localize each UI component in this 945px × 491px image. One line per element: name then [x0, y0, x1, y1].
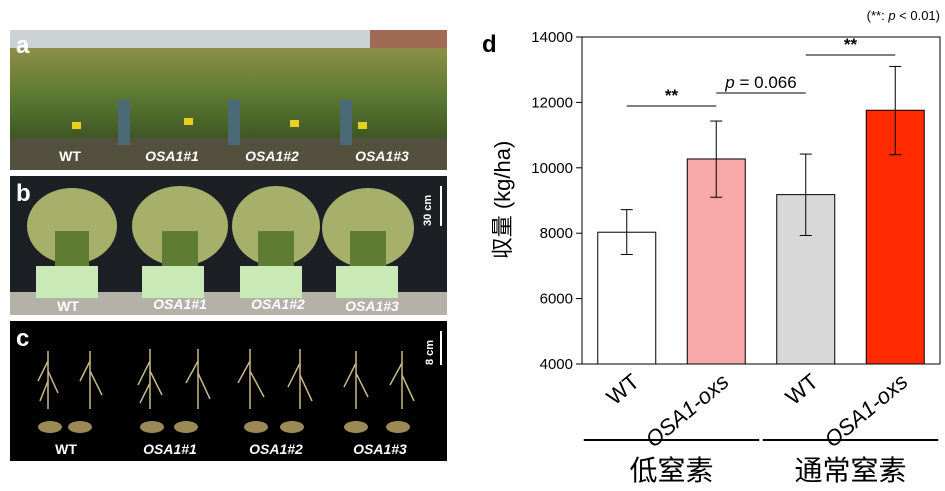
- label-osa1-1: OSA1#1: [153, 296, 207, 312]
- field-photo: [10, 30, 447, 170]
- label-osa1-1: OSA1#1: [143, 441, 197, 457]
- label-osa1-2: OSA1#2: [245, 148, 299, 164]
- plot-frame: [581, 36, 941, 365]
- significance-label: **: [665, 86, 679, 105]
- panel-letter-b: b: [16, 180, 31, 207]
- panel-letter-c: c: [16, 325, 30, 352]
- significance-label: **: [844, 35, 858, 54]
- photo-panel-c: c 8 cm WT OSA1#1 OSA1#2 OSA1#3: [10, 321, 447, 461]
- group-label: 低窒素: [629, 454, 713, 487]
- y-axis-label: 収量 (kg/ha): [490, 141, 515, 260]
- y-tick-label: 4000: [540, 356, 573, 373]
- x-tick-label: WT: [602, 369, 644, 410]
- y-tick-label: 12000: [531, 94, 573, 111]
- label-osa1-3: OSA1#3: [355, 148, 409, 164]
- scale-bar-b: [440, 186, 442, 226]
- group-label: 通常窒素: [794, 454, 906, 487]
- yield-bar-chart: (**: p < 0.01) d 収量 (kg/ha) 4000 6000 8000…: [482, 8, 941, 487]
- scale-label-c: 8 cm: [424, 339, 436, 365]
- y-tick-label: 6000: [540, 291, 573, 308]
- panicles-photo: [10, 321, 447, 461]
- pot-plants-photo: [10, 176, 447, 315]
- significance-note: (**: p < 0.01): [867, 8, 940, 23]
- y-tick-label: 10000: [531, 160, 573, 177]
- label-osa1-2: OSA1#2: [249, 441, 303, 457]
- label-wt: WT: [57, 298, 79, 314]
- photo-panel-a: a WT OSA1#1 OSA1#2 OSA1#3: [10, 30, 447, 170]
- label-wt: WT: [59, 148, 81, 164]
- label-osa1-2: OSA1#2: [251, 296, 305, 312]
- panel-letter-a: a: [16, 32, 30, 59]
- label-osa1-3: OSA1#3: [353, 441, 407, 457]
- label-osa1-1: OSA1#1: [145, 148, 199, 164]
- significance-label: p = 0.066: [724, 73, 796, 92]
- label-wt: WT: [55, 441, 77, 457]
- scale-bar-c: [440, 331, 442, 365]
- label-osa1-3: OSA1#3: [345, 298, 399, 314]
- y-tick-label: 14000: [531, 29, 573, 46]
- x-tick-label: WT: [781, 369, 823, 410]
- scale-label-b: 30 cm: [422, 194, 434, 226]
- panel-letter-d: d: [482, 31, 497, 58]
- photo-panel-b: b 30 cm WT OSA1#1 OSA1#2 OSA1#3: [10, 176, 447, 315]
- y-tick-label: 8000: [540, 225, 573, 242]
